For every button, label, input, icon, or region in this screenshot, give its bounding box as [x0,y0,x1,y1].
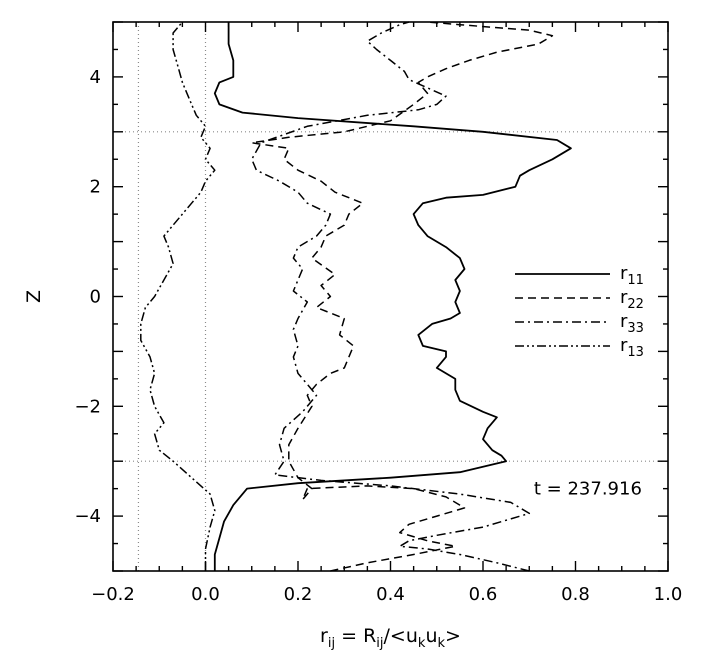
legend-label-11: r11 [620,263,644,288]
series-r11 [213,22,572,571]
y-tick-label: −4 [74,506,101,527]
x-tick-label: 1.0 [654,584,683,605]
x-tick-label: 0.6 [469,584,498,605]
x-label-R-sub: ij [376,636,383,651]
y-tick-label: 2 [90,177,101,198]
series-r22 [251,21,554,572]
legend-label-13: r13 [620,335,644,360]
legend-label-33: r33 [620,311,644,336]
y-tick-label: 0 [90,287,101,308]
x-label-k2: k [437,636,445,651]
reference-lines [113,22,668,571]
y-axis-label: Z [23,290,45,303]
x-label-eq: = R [335,625,376,647]
series-r33 [251,21,531,572]
x-axis-label: rij = Rij/<ukuk> [320,625,461,651]
x-label-r: r [320,625,328,647]
y-tick-label: −2 [74,396,101,417]
axis-tick-labels: −0.2 0.0 0.2 0.4 0.6 0.8 1.0 −4 −2 0 2 4 [74,67,682,605]
x-tick-label: −0.2 [91,584,135,605]
legend-label-22: r22 [620,287,644,312]
axis-ticks [112,21,669,572]
series-layer [140,21,572,572]
x-label-u2: u [425,625,437,647]
x-tick-label: 0.2 [284,584,313,605]
x-label-r-sub: ij [328,636,335,651]
y-tick-label: 4 [90,67,101,88]
x-label-rest: /<u [384,625,418,647]
x-label-close: > [445,625,461,647]
x-tick-label: 0.4 [376,584,405,605]
series-r13 [140,21,216,571]
x-label-k1: k [418,636,426,651]
x-tick-label: 0.0 [191,584,220,605]
x-tick-label: 0.8 [561,584,590,605]
time-annotation: t = 237.916 [534,479,642,500]
